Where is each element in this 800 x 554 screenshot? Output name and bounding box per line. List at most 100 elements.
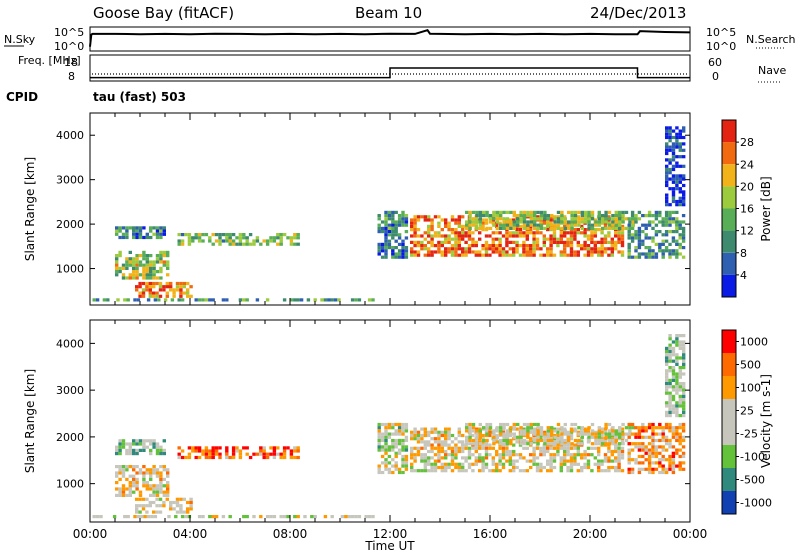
heatmap-cell-6 <box>535 240 540 244</box>
heatmap-cell-8 <box>658 470 662 475</box>
heatmap-cell-7 <box>505 432 510 436</box>
heatmap-cell-5 <box>384 223 388 227</box>
heatmap-cell-9 <box>671 410 676 414</box>
heatmap-cell-6 <box>461 237 465 241</box>
heatmap-cell-7 <box>594 432 598 436</box>
heatmap-cell-6 <box>600 459 604 463</box>
heatmap-cell-7 <box>492 217 496 221</box>
heatmap-cell-0 <box>118 226 122 230</box>
nsearch-label: N.Search <box>746 33 796 46</box>
heatmap-cell-1 <box>180 242 185 246</box>
heatmap-cell-6 <box>481 465 485 470</box>
heatmap-cell-6 <box>556 443 560 447</box>
heatmap-cell-6 <box>542 221 546 225</box>
heatmap-cell-3 <box>152 510 156 514</box>
heatmap-cell-5 <box>377 429 381 433</box>
heatmap-cell-9 <box>665 346 669 350</box>
heatmap-cell-8 <box>668 217 672 221</box>
heatmap-cell-4 <box>354 515 358 519</box>
heatmap-cell-7 <box>628 220 632 224</box>
heatmap-cell-1 <box>231 449 236 453</box>
heatmap-cell-5 <box>394 432 398 436</box>
heatmap-cell-7 <box>587 426 591 430</box>
heatmap-cell-3 <box>155 504 159 508</box>
heatmap-cell-4 <box>293 515 297 519</box>
heatmap-cell-6 <box>525 440 529 444</box>
heatmap-cell-7 <box>543 442 547 446</box>
heatmap-cell-1 <box>269 239 273 243</box>
heatmap-cell-5 <box>404 438 409 443</box>
heatmap-cell-8 <box>651 442 655 446</box>
heatmap-cell-2 <box>118 468 122 472</box>
heatmap-cell-6 <box>440 440 444 444</box>
heatmap-cell-6 <box>430 469 434 473</box>
heatmap-cell-7 <box>533 422 537 427</box>
heatmap-cell-8 <box>671 220 676 224</box>
heatmap-cell-8 <box>651 239 655 243</box>
station-title: Goose Bay (fitACF) <box>93 4 234 22</box>
heatmap-cell-6 <box>478 231 482 235</box>
heatmap-cell-3 <box>179 507 183 511</box>
heatmap-cell-6 <box>535 237 540 241</box>
heatmap-cell-8 <box>678 426 682 430</box>
heatmap-cell-7 <box>533 217 537 221</box>
heatmap-cell-6 <box>440 234 444 238</box>
heatmap-cell-0 <box>142 442 146 446</box>
heatmap-cell-8 <box>664 448 669 452</box>
heatmap-cell-8 <box>641 252 645 256</box>
heatmap-cell-8 <box>627 223 631 227</box>
heatmap-cell-8 <box>681 220 686 224</box>
heatmap-cell-9 <box>668 148 672 152</box>
heatmap-cell-9 <box>671 129 676 133</box>
heatmap-cell-6 <box>505 240 509 244</box>
heatmap-cell-8 <box>664 249 669 253</box>
heatmap-cell-6 <box>549 247 553 251</box>
heatmap-cell-6 <box>444 443 448 447</box>
heatmap-cell-6 <box>583 427 587 431</box>
heatmap-cell-6 <box>430 240 434 244</box>
heatmap-cell-0 <box>118 445 122 449</box>
heatmap-cell-2 <box>152 487 156 491</box>
heatmap-cell-2 <box>155 276 160 280</box>
heatmap-cell-7 <box>546 429 550 433</box>
heatmap-cell-7 <box>522 432 527 436</box>
heatmap-cell-2 <box>145 471 149 475</box>
heatmap-cell-9 <box>671 158 676 162</box>
heatmap-cell-6 <box>597 453 601 457</box>
heatmap-cell-6 <box>586 253 591 257</box>
heatmap-cell-8 <box>634 217 638 221</box>
heatmap-cell-6 <box>586 446 591 450</box>
heatmap-cell-6 <box>444 437 448 441</box>
heatmap-cell-1 <box>208 449 212 453</box>
heatmap-cell-7 <box>522 210 527 214</box>
heatmap-cell-2 <box>142 257 146 261</box>
heatmap-cell-2 <box>125 257 129 261</box>
heatmap-cell-8 <box>647 435 652 439</box>
heatmap-cell-8 <box>671 445 676 449</box>
heatmap-cell-5 <box>397 236 402 240</box>
heatmap-cell-9 <box>668 350 672 354</box>
heatmap-cell-1 <box>201 449 205 453</box>
heatmap-cell-8 <box>641 422 645 427</box>
heatmap-cell-4 <box>167 515 171 519</box>
heatmap-cell-6 <box>444 440 448 444</box>
velocity-colorbar-frame <box>721 329 737 515</box>
heatmap-cell-6 <box>420 446 424 450</box>
heatmap-cell-8 <box>658 230 662 234</box>
heatmap-cell-6 <box>515 440 519 444</box>
heatmap-cell-7 <box>502 435 506 439</box>
heatmap-cell-7 <box>468 220 472 224</box>
heatmap-cell-9 <box>675 385 679 389</box>
heatmap-cell-6 <box>593 430 597 434</box>
heatmap-cell-6 <box>590 446 594 450</box>
heatmap-cell-7 <box>533 214 537 218</box>
heatmap-cell-4 <box>320 298 324 302</box>
heatmap-cell-9 <box>671 398 676 402</box>
heatmap-cell-6 <box>552 440 557 444</box>
heatmap-cell-5 <box>397 220 402 224</box>
heatmap-cell-6 <box>464 459 468 463</box>
heatmap-cell-8 <box>668 426 672 430</box>
heatmap-cell-3 <box>138 497 142 501</box>
heatmap-cell-7 <box>573 438 578 443</box>
heatmap-cell-5 <box>397 467 402 471</box>
